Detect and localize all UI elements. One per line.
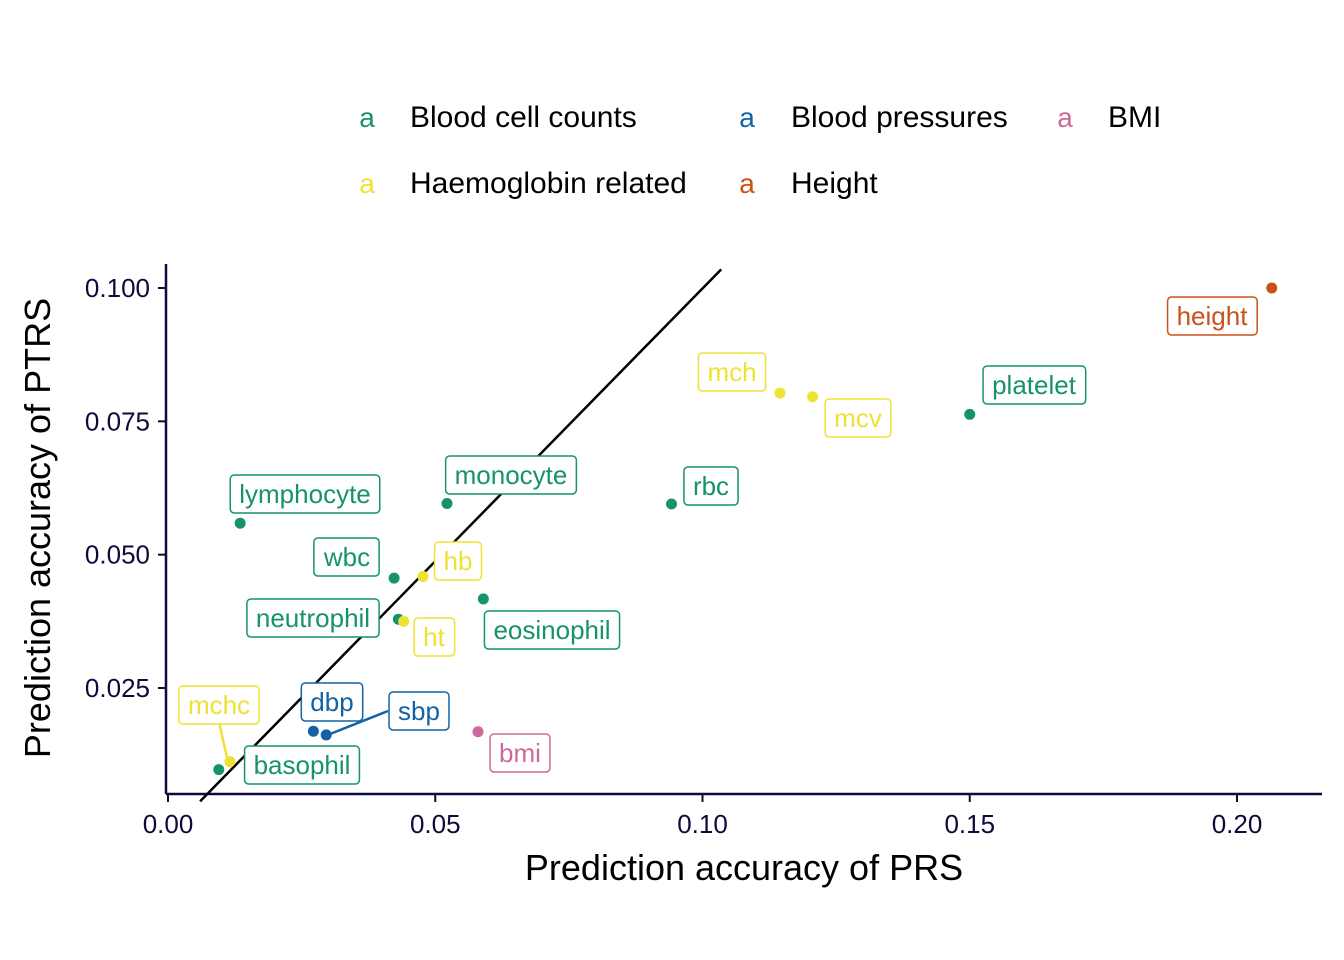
point-sbp bbox=[320, 729, 332, 741]
point-label-box-height bbox=[1166, 296, 1258, 336]
leader-mchc bbox=[217, 721, 230, 763]
point-label-box-wbc bbox=[313, 537, 380, 577]
point-label-sbp: sbp bbox=[398, 696, 440, 726]
point-label-mcv: mcv bbox=[834, 403, 882, 433]
legend-key-4: a bbox=[739, 168, 755, 199]
legend-key-3: a bbox=[359, 168, 375, 199]
y-axis-title: Prediction accuracy of PTRS bbox=[17, 298, 58, 758]
point-label-basophil: basophil bbox=[254, 750, 351, 780]
x-tick-label-0: 0.00 bbox=[143, 809, 194, 839]
legend-label-3: Haemoglobin related bbox=[410, 167, 687, 200]
point-mch bbox=[774, 387, 786, 399]
legend-label-1: Blood pressures bbox=[791, 101, 1008, 134]
y-tick-label-2: 0.075 bbox=[85, 406, 150, 436]
identity-line bbox=[199, 268, 723, 803]
point-dbp bbox=[307, 725, 319, 737]
point-label-rbc: rbc bbox=[693, 471, 729, 501]
point-eosinophil bbox=[477, 593, 489, 605]
point-label-mch: mch bbox=[707, 357, 756, 387]
point-bmi bbox=[472, 726, 484, 738]
y-tick-label-1: 0.050 bbox=[85, 540, 150, 570]
point-label-box-bmi bbox=[489, 733, 551, 773]
point-label-height: height bbox=[1177, 301, 1249, 331]
point-label-box-monocyte bbox=[444, 455, 578, 495]
point-label-box-platelet bbox=[982, 365, 1087, 405]
point-label-platelet: platelet bbox=[992, 370, 1077, 400]
legend-label-2: BMI bbox=[1108, 101, 1161, 134]
y-tick-label-3: 0.100 bbox=[85, 273, 150, 303]
point-label-box-hb bbox=[433, 541, 483, 581]
point-label-box-mcv bbox=[824, 398, 892, 438]
point-label-mchc: mchc bbox=[188, 690, 250, 720]
point-label-eosinophil: eosinophil bbox=[493, 615, 610, 645]
point-label-ht: ht bbox=[423, 622, 445, 652]
point-lymphocyte bbox=[234, 517, 246, 529]
point-label-box-lymphocyte bbox=[229, 474, 381, 514]
point-ht bbox=[398, 615, 410, 627]
point-label-box-eosinophil bbox=[483, 610, 621, 650]
point-label-box-neutrophil bbox=[246, 598, 380, 638]
x-tick-label-3: 0.15 bbox=[944, 809, 995, 839]
point-basophil bbox=[213, 764, 225, 776]
x-tick-label-1: 0.05 bbox=[410, 809, 461, 839]
point-label-box-basophil bbox=[243, 745, 361, 785]
point-label-wbc: wbc bbox=[323, 542, 370, 572]
point-label-monocyte: monocyte bbox=[455, 460, 568, 490]
y-tick-label-0: 0.025 bbox=[85, 673, 150, 703]
point-label-box-mch bbox=[697, 352, 767, 392]
legend-key-2: a bbox=[1057, 102, 1073, 133]
legend-label-0: Blood cell counts bbox=[410, 101, 637, 134]
legend-key-0: a bbox=[359, 102, 375, 133]
point-rbc bbox=[665, 498, 677, 510]
x-tick-label-4: 0.20 bbox=[1212, 809, 1263, 839]
point-label-neutrophil: neutrophil bbox=[256, 603, 370, 633]
point-mcv bbox=[807, 391, 819, 403]
point-hb bbox=[417, 571, 429, 583]
point-label-lymphocyte: lymphocyte bbox=[239, 479, 371, 509]
leader-sbp bbox=[324, 709, 389, 738]
legend-key-1: a bbox=[739, 102, 755, 133]
point-platelet bbox=[964, 408, 976, 420]
point-height bbox=[1266, 282, 1278, 294]
x-axis-title: Prediction accuracy of PRS bbox=[525, 847, 963, 888]
point-label-box-mchc bbox=[178, 685, 260, 725]
point-label-hb: hb bbox=[444, 546, 473, 576]
x-tick-label-2: 0.10 bbox=[677, 809, 728, 839]
point-wbc bbox=[388, 572, 400, 584]
point-label-box-rbc bbox=[683, 466, 739, 506]
point-label-dbp: dbp bbox=[310, 687, 353, 717]
legend-label-4: Height bbox=[791, 167, 878, 200]
point-monocyte bbox=[441, 497, 453, 509]
point-label-box-dbp bbox=[300, 682, 364, 722]
point-label-box-ht bbox=[413, 617, 456, 657]
point-mchc bbox=[224, 756, 236, 768]
point-label-bmi: bmi bbox=[499, 738, 541, 768]
point-label-box-sbp bbox=[388, 691, 450, 731]
